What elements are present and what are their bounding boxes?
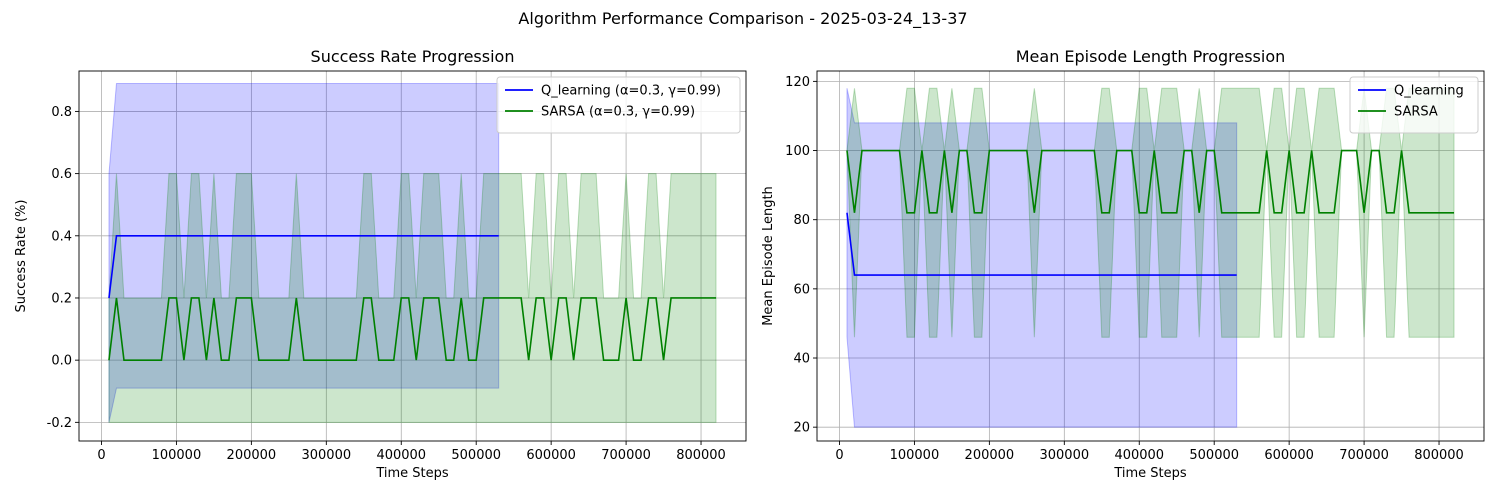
legend-label-0: Q_learning [1394, 84, 1464, 99]
legend-label-1: SARSA [1394, 105, 1438, 120]
y-axis-label: Success Rate (%) [14, 200, 29, 313]
legend-label-0: Q_learning (α=0.3, γ=0.99) [541, 84, 721, 99]
legend-label-1: SARSA (α=0.3, γ=0.99) [541, 105, 695, 120]
panel-title: Mean Episode Length Progression [1016, 47, 1286, 66]
axes-frame [78, 70, 747, 442]
series-band-0 [108, 82, 500, 423]
y-tick-label: 0.4 [51, 229, 72, 244]
x-tick-label: 800000 [1414, 448, 1464, 463]
x-tick-label: 400000 [376, 448, 426, 463]
x-tick-label: 200000 [227, 448, 277, 463]
x-axis-label: Time Steps [375, 466, 449, 481]
y-tick-label: 0.6 [51, 167, 72, 182]
x-tick-label: 600000 [526, 448, 576, 463]
series-band-0 [846, 88, 1238, 428]
x-tick-label: 800000 [676, 448, 726, 463]
episode-length-panel: 0 100000 200000 300000 400000 500000 600000 700… [761, 47, 1485, 481]
y-tick-label: 40 [793, 352, 810, 367]
x-tick-label: 400000 [1114, 448, 1164, 463]
x-tick-label: 100000 [152, 448, 202, 463]
y-tick-label: 0.0 [51, 354, 72, 369]
series-line-1 [108, 297, 717, 361]
figure-suptitle: Algorithm Performance Comparison - 2025-… [518, 9, 967, 29]
y-tick-label: -0.2 [47, 416, 72, 431]
x-tick-label: 700000 [601, 448, 651, 463]
x-tick-label: 300000 [301, 448, 351, 463]
series-line-0 [846, 212, 1237, 276]
x-tick-label: 300000 [1039, 448, 1089, 463]
x-tick-label: 500000 [451, 448, 501, 463]
y-tick-label: 0.2 [51, 291, 72, 306]
y-tick-label: 100 [785, 144, 810, 159]
series-line-0 [108, 234, 499, 299]
x-tick-label: 200000 [965, 448, 1015, 463]
legend-box [496, 76, 741, 134]
axes-frame [816, 70, 1485, 442]
panel-title: Success Rate Progression [311, 47, 515, 66]
legend: Q_learning (α=0.3, γ=0.99) SARSA (α=0.3, … [496, 76, 741, 134]
x-tick-label: 600000 [1264, 448, 1314, 463]
y-tick-label: 0.8 [51, 105, 72, 120]
y-tick-label: 60 [793, 282, 810, 297]
legend: Q_learning SARSA [1349, 76, 1479, 134]
y-tick-label: 120 [785, 75, 810, 90]
success-rate-panel: 0 100000 200000 300000 400000 500000 600000 700… [14, 47, 747, 481]
x-tick-label: 0 [97, 448, 105, 463]
x-tick-label: 100000 [890, 448, 940, 463]
y-tick-label: 20 [793, 421, 810, 436]
x-tick-label: 700000 [1339, 448, 1389, 463]
series-line-1 [846, 149, 1455, 214]
x-axis-label: Time Steps [1113, 466, 1187, 481]
x-tick-label: 0 [835, 448, 843, 463]
y-tick-label: 80 [793, 213, 810, 228]
y-axis-label: Mean Episode Length [761, 186, 776, 326]
x-tick-label: 500000 [1189, 448, 1239, 463]
legend-box [1349, 76, 1479, 134]
